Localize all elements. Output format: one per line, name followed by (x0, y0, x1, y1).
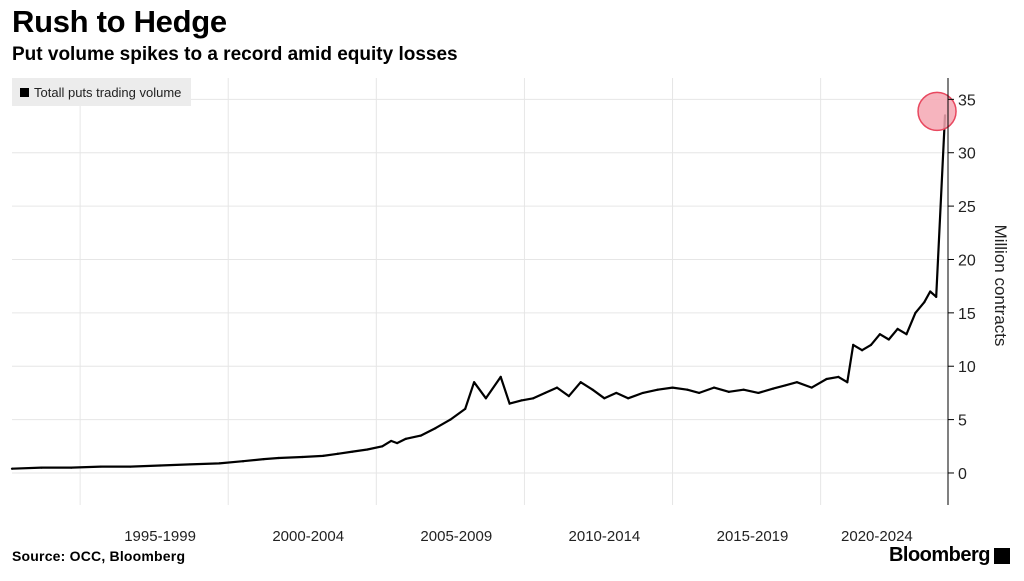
data-point (603, 397, 606, 400)
legend-label: Totall puts trading volume (34, 84, 182, 100)
data-point (472, 381, 476, 384)
data-point (262, 457, 265, 461)
data-point (641, 391, 645, 395)
grid-layer (12, 78, 948, 505)
data-point (241, 460, 245, 463)
data-point (366, 448, 369, 451)
legend-swatch (20, 87, 29, 97)
x-tick-label: 2000-2004 (272, 528, 344, 545)
data-point (395, 441, 399, 445)
data-point (825, 377, 828, 381)
annotation-layer (917, 91, 957, 132)
data-point (810, 386, 813, 389)
data-point (935, 295, 938, 298)
x-tick-label: 2005-2009 (420, 528, 492, 545)
data-point (905, 333, 908, 336)
data-point (837, 375, 840, 378)
data-point (484, 397, 488, 400)
data-point (852, 343, 855, 346)
series-line-total-puts (11, 115, 947, 470)
data-point (757, 391, 760, 395)
data-point (896, 327, 899, 330)
data-point (914, 311, 917, 314)
data-point (159, 464, 162, 467)
series-layer (10, 114, 947, 470)
data-point (277, 456, 280, 460)
data-point (404, 437, 408, 440)
data-point (10, 467, 14, 470)
x-tick-label: 2015-2019 (717, 528, 789, 545)
data-point (434, 427, 437, 430)
y-tick-label: 25 (958, 199, 976, 216)
chart-title: Rush to Hedge (12, 4, 227, 39)
data-point (727, 390, 730, 393)
data-point (712, 386, 716, 389)
data-point (627, 397, 630, 400)
data-point (869, 343, 873, 346)
data-point (846, 381, 849, 384)
x-tick-label: 2010-2014 (569, 528, 641, 545)
data-point (336, 452, 339, 455)
data-point (795, 381, 799, 384)
data-point (449, 418, 452, 421)
data-point (301, 455, 304, 459)
data-point (390, 439, 393, 443)
y-tick-label: 15 (958, 306, 976, 323)
data-point (188, 463, 191, 466)
bloomberg-logo: Bloomberg (888, 544, 991, 566)
data-point (532, 397, 535, 400)
legend: Totall puts trading volume (12, 78, 192, 106)
data-point (742, 388, 745, 391)
data-point (499, 375, 502, 378)
chart-subtitle: Put volume spikes to a record amid equit… (12, 44, 458, 65)
source-note: Source: OCC, Bloomberg (12, 548, 186, 564)
data-point (861, 349, 864, 352)
data-point (929, 290, 932, 293)
data-point (671, 386, 674, 389)
data-point (381, 445, 384, 448)
data-point (772, 387, 775, 390)
x-tick-label: 2020-2024 (841, 528, 913, 545)
data-point (419, 434, 422, 437)
data-point (579, 381, 582, 384)
data-point (70, 466, 73, 469)
data-point (591, 388, 594, 391)
x-tick-label: 1995-1999 (124, 528, 196, 545)
data-point (783, 384, 787, 387)
data-point (508, 402, 511, 405)
data-point (567, 395, 570, 398)
data-point (464, 407, 467, 411)
data-point (351, 450, 354, 453)
data-point (321, 454, 325, 457)
y-tick-label: 5 (958, 413, 967, 430)
data-point (99, 465, 102, 468)
y-tick-label: 30 (958, 146, 976, 163)
data-point (698, 391, 701, 395)
bloomberg-chart-icon (994, 548, 1010, 564)
data-point (686, 388, 689, 391)
data-point (40, 466, 43, 469)
data-point (656, 388, 659, 391)
data-point (218, 462, 221, 465)
y-tick-label: 35 (958, 92, 976, 109)
y-tick-label: 0 (958, 466, 967, 483)
data-point (520, 399, 523, 402)
data-point (129, 465, 132, 468)
axis-layer: 0 5 10 15 20 25 30 35 1995-1999 2000-2004 2005-200… (124, 78, 1010, 545)
y-axis-title: Million contracts (991, 225, 1010, 347)
data-point (544, 391, 547, 395)
data-point (615, 391, 618, 395)
y-tick-label: 10 (958, 359, 976, 376)
data-point (923, 301, 926, 304)
data-point (555, 386, 559, 389)
y-tick-label: 20 (958, 252, 976, 269)
record-highlight-circle (917, 91, 957, 132)
data-point (887, 338, 890, 341)
data-point (878, 333, 881, 336)
